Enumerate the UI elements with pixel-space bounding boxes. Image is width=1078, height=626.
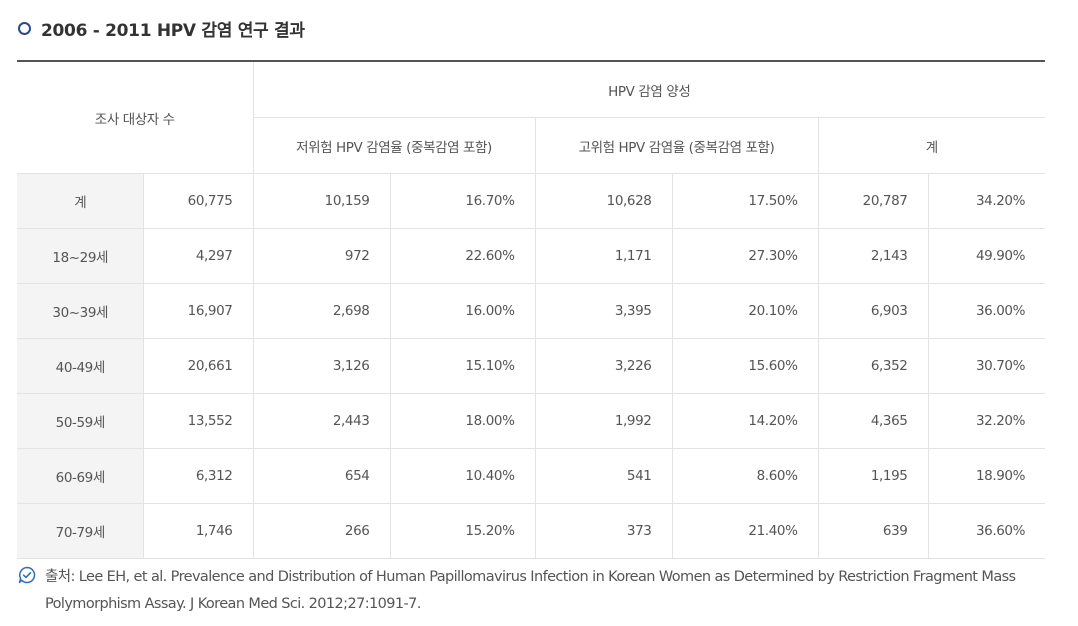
cell-low-risk-rate: 15.20% [389,503,536,559]
cell-high-risk-count: 3,226 [534,338,673,394]
cell-high-risk-rate: 27.30% [671,228,819,284]
table-row: 30~39세 16,907 2,698 16.00% 3,395 20.10% 6,903 3… [17,283,1046,339]
cell-total-count: 20,787 [817,173,929,229]
cell-high-risk-rate: 14.20% [671,393,819,449]
cell-low-risk-rate: 16.70% [389,173,536,229]
cell-subject-count: 16,907 [142,283,254,339]
cell-low-risk-count: 266 [252,503,391,559]
cell-total-count: 4,365 [817,393,929,449]
cell-total-rate: 32.20% [927,393,1046,449]
cell-high-risk-rate: 8.60% [671,448,819,504]
source-reference: Lee EH, et al. Prevalence and Distributi… [45,569,1016,612]
table-row: 60-69세 6,312 654 10.40% 541 8.60% 1,195 18.90% [17,448,1046,504]
cell-total-count: 639 [817,503,929,559]
cell-low-risk-count: 3,126 [252,338,391,394]
hpv-results-table: 조사 대상자 수 HPV 감염 양성 저위험 HPV 감염율 (중복감염 포함)… [17,60,1046,559]
source-text: 출처: Lee EH, et al. Prevalence and Distri… [45,564,1028,618]
header-high-risk: 고위험 HPV 감염율 (중복감염 포함) [534,117,819,174]
cell-age-group: 30~39세 [17,283,144,339]
circle-bullet-icon [18,22,31,35]
source-label: 출처: [45,569,75,585]
cell-subject-count: 1,746 [142,503,254,559]
table-row: 40-49세 20,661 3,126 15.10% 3,226 15.60% 6,352 3… [17,338,1046,394]
section-title-text: 2006 - 2011 HPV 감염 연구 결과 [41,21,305,41]
cell-low-risk-rate: 18.00% [389,393,536,449]
cell-total-count: 6,903 [817,283,929,339]
cell-total-count: 1,195 [817,448,929,504]
cell-low-risk-count: 2,443 [252,393,391,449]
cell-high-risk-rate: 15.60% [671,338,819,394]
cell-subject-count: 4,297 [142,228,254,284]
header-subject-count: 조사 대상자 수 [17,60,254,174]
cell-subject-count: 60,775 [142,173,254,229]
cell-age-group: 70-79세 [17,503,144,559]
cell-subject-count: 13,552 [142,393,254,449]
cell-subject-count: 20,661 [142,338,254,394]
cell-low-risk-rate: 16.00% [389,283,536,339]
cell-total-rate: 49.90% [927,228,1046,284]
source-citation: 출처: Lee EH, et al. Prevalence and Distri… [18,564,1028,618]
header-low-risk: 저위험 HPV 감염율 (중복감염 포함) [253,117,536,174]
header-total: 계 [817,117,1046,174]
table-body: 계 60,775 10,159 16.70% 10,628 17.50% 20,787 34.… [17,173,1046,559]
cell-low-risk-count: 654 [252,448,391,504]
cell-high-risk-count: 373 [534,503,673,559]
cell-age-group: 18~29세 [17,228,144,284]
cell-high-risk-rate: 20.10% [671,283,819,339]
cell-high-risk-count: 10,628 [534,173,673,229]
table-row: 18~29세 4,297 972 22.60% 1,171 27.30% 2,143 49.9… [17,228,1046,284]
chat-check-icon [18,566,36,584]
cell-low-risk-count: 2,698 [252,283,391,339]
cell-high-risk-rate: 21.40% [671,503,819,559]
cell-total-rate: 36.60% [927,503,1046,559]
cell-high-risk-count: 541 [534,448,673,504]
cell-high-risk-rate: 17.50% [671,173,819,229]
cell-subject-count: 6,312 [142,448,254,504]
cell-total-rate: 30.70% [927,338,1046,394]
cell-low-risk-count: 972 [252,228,391,284]
cell-total-count: 2,143 [817,228,929,284]
cell-age-group: 40-49세 [17,338,144,394]
table-row: 계 60,775 10,159 16.70% 10,628 17.50% 20,787 34.… [17,173,1046,229]
table-row: 70-79세 1,746 266 15.20% 373 21.40% 639 36.60% [17,503,1046,559]
cell-total-count: 6,352 [817,338,929,394]
cell-total-rate: 34.20% [927,173,1046,229]
header-hpv-positive: HPV 감염 양성 [252,60,1046,118]
cell-low-risk-rate: 10.40% [389,448,536,504]
cell-high-risk-count: 1,171 [534,228,673,284]
cell-total-rate: 36.00% [927,283,1046,339]
cell-total-rate: 18.90% [927,448,1046,504]
cell-high-risk-count: 3,395 [534,283,673,339]
cell-age-group: 60-69세 [17,448,144,504]
cell-low-risk-rate: 22.60% [389,228,536,284]
section-title: 2006 - 2011 HPV 감염 연구 결과 [18,16,305,41]
cell-age-group: 50-59세 [17,393,144,449]
cell-high-risk-count: 1,992 [534,393,673,449]
cell-low-risk-count: 10,159 [252,173,391,229]
table-row: 50-59세 13,552 2,443 18.00% 1,992 14.20% 4,365 3… [17,393,1046,449]
cell-low-risk-rate: 15.10% [389,338,536,394]
cell-age-group: 계 [17,173,144,229]
